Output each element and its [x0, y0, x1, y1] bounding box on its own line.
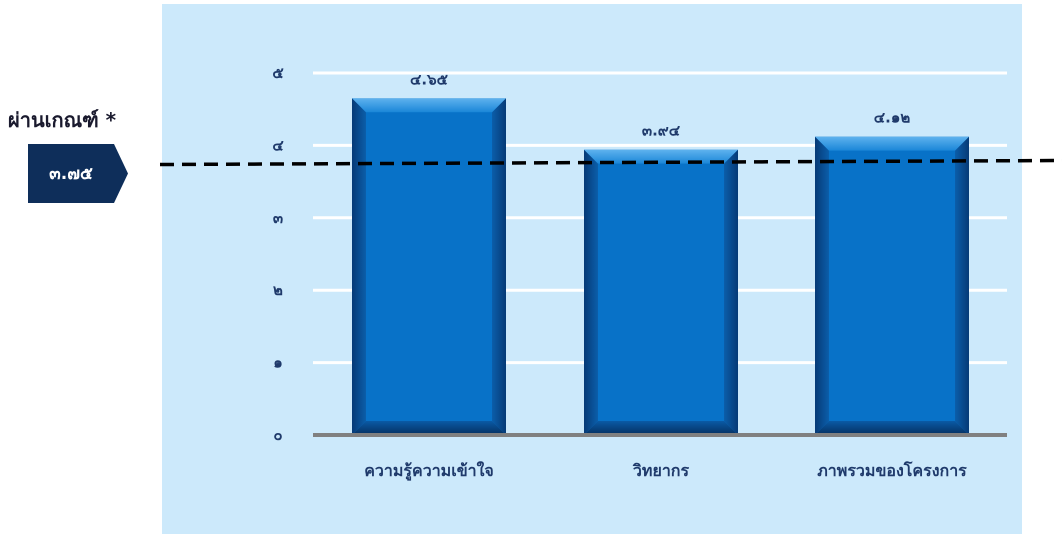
y-tick-label: ๒ [273, 281, 283, 299]
category-label: วิทยากร [632, 461, 690, 480]
threshold-title: ผ่านเกณฑ์ * [8, 108, 117, 132]
bars: ๔.๖๕๓.๙๔ ๔.๑๒ [352, 70, 969, 435]
category-labels: ความรู้ความเข้าใจ วิทยากร ภาพรวมของโครงการ [364, 460, 967, 482]
bar [815, 136, 969, 435]
threshold-badge [28, 144, 128, 203]
threshold-line [159, 158, 1062, 167]
y-tick-label: ๐ [273, 426, 282, 444]
y-axis-ticks: ๐ ๑ ๒ ๓ ๔ ๕ [272, 64, 284, 444]
category-label: ความรู้ความเข้าใจ [364, 461, 494, 482]
threshold-value-label: ๓.๗๕ [49, 164, 93, 184]
y-tick-label: ๓ [273, 209, 283, 227]
y-tick-label: ๑ [273, 354, 283, 372]
y-tick-label: ๕ [272, 64, 284, 82]
data-label: ๔.๑๒ [874, 109, 911, 127]
bar [584, 149, 738, 435]
data-label: ๔.๖๕ [410, 70, 449, 88]
category-label: ภาพรวมของโครงการ [817, 460, 967, 480]
bar [352, 98, 506, 435]
y-tick-label: ๔ [272, 136, 284, 154]
data-label: ๓.๙๔ [642, 122, 681, 140]
